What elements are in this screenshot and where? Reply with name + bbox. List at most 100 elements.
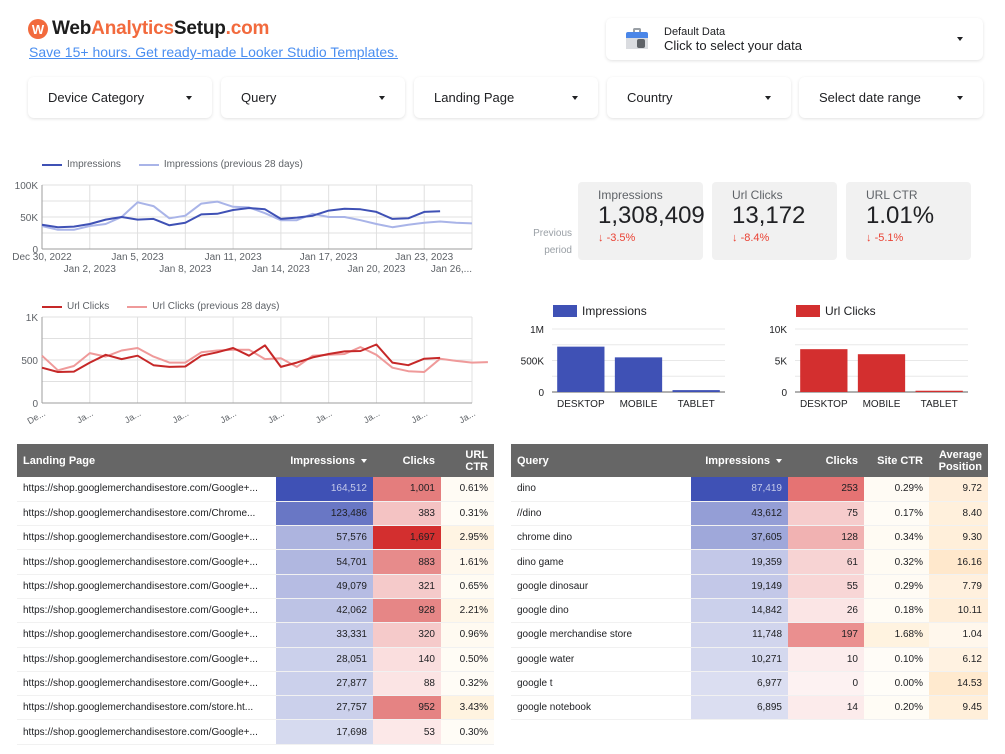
cell-landing-page: https://shop.googlemerchandisestore.com/… xyxy=(17,549,276,575)
table-row[interactable]: https://shop.googlemerchandisestore.com/… xyxy=(17,598,494,624)
table-row[interactable]: google t 6,977 0 0.00% 14.53 xyxy=(511,671,988,697)
cell-clicks: 320 xyxy=(373,622,441,648)
column-header-clicks[interactable]: Clicks xyxy=(788,444,864,477)
column-header-site-ctr[interactable]: Site CTR xyxy=(864,444,929,477)
table-row[interactable]: https://shop.googlemerchandisestore.com/… xyxy=(17,574,494,599)
legend-label: Impressions xyxy=(67,159,121,170)
x-tick-label: Ja... xyxy=(218,408,238,425)
table-row[interactable]: chrome dino 37,605 128 0.34% 9.30 xyxy=(511,525,988,551)
table-row[interactable]: https://shop.googlemerchandisestore.com/… xyxy=(17,549,494,575)
bar[interactable] xyxy=(672,390,720,392)
legend-item-url-clicks[interactable]: Url Clicks xyxy=(42,301,109,312)
table-row[interactable]: https://shop.googlemerchandisestore.com/… xyxy=(17,525,494,551)
cell-query: google dino xyxy=(511,598,691,624)
data-source-selector[interactable]: Default Data Click to select your data xyxy=(606,18,983,60)
delta-value: -5.1% xyxy=(874,232,904,244)
sort-desc-icon xyxy=(776,458,782,463)
series-line-current[interactable] xyxy=(41,207,441,229)
cell-query: google dinosaur xyxy=(511,574,691,599)
date-range-picker[interactable]: Select date range xyxy=(799,77,983,118)
table-row[interactable]: //dino 43,612 75 0.17% 8.40 xyxy=(511,501,988,527)
bar[interactable] xyxy=(614,357,663,392)
table-row[interactable]: google notebook 6,895 14 0.20% 9.45 xyxy=(511,695,988,721)
cell-landing-page: https://shop.googlemerchandisestore.com/… xyxy=(17,719,276,745)
series-line-previous[interactable] xyxy=(41,200,473,231)
filter-label: Country xyxy=(627,90,673,105)
scorecard-url-clicks[interactable]: Url Clicks 13,172 ↓ -8.4% xyxy=(712,182,837,260)
column-header-average-position[interactable]: Average Position xyxy=(929,444,988,477)
cell-impressions: 123,486 xyxy=(276,501,373,527)
column-header-impressions[interactable]: Impressions xyxy=(276,444,373,477)
cell-url-ctr: 2.21% xyxy=(441,598,494,624)
cell-impressions: 43,612 xyxy=(691,501,788,527)
cell-url-ctr: 0.30% xyxy=(441,719,494,745)
cell-impressions: 6,895 xyxy=(691,695,788,721)
table-row[interactable]: https://shop.googlemerchandisestore.com/… xyxy=(17,647,494,672)
cell-landing-page: https://shop.googlemerchandisestore.com/… xyxy=(17,647,276,672)
table-row[interactable]: https://shop.googlemerchandisestore.com/… xyxy=(17,477,494,502)
table-row[interactable]: https://shop.googlemerchandisestore.com/… xyxy=(17,622,494,648)
legend-item-impressions-prev[interactable]: Impressions (previous 28 days) xyxy=(138,159,303,170)
cell-average-position: 14.53 xyxy=(929,671,988,697)
cell-impressions: 19,149 xyxy=(691,574,788,599)
scorecard-impressions[interactable]: Impressions 1,308,409 ↓ -3.5% xyxy=(578,182,705,260)
legend-item-url-clicks-prev[interactable]: Url Clicks (previous 28 days) xyxy=(127,301,279,312)
table-row[interactable]: dino game 19,359 61 0.32% 16.16 xyxy=(511,549,988,575)
legend-item-impressions[interactable]: Impressions xyxy=(42,159,121,170)
chevron-down-icon xyxy=(957,37,963,41)
filter-label: Query xyxy=(241,90,277,105)
chevron-down-icon xyxy=(765,96,771,100)
cell-clicks: 952 xyxy=(373,695,441,721)
cell-query: google merchandise store xyxy=(511,622,691,648)
column-header-clicks[interactable]: Clicks xyxy=(373,444,441,477)
table-row[interactable]: https://shop.googlemerchandisestore.com/… xyxy=(17,501,494,527)
y-tick-label: 1K xyxy=(26,313,39,324)
x-tick-label: Jan 26,... xyxy=(431,264,472,275)
table-row[interactable]: google dinosaur 19,149 55 0.29% 7.79 xyxy=(511,574,988,599)
cell-landing-page: https://shop.googlemerchandisestore.com/… xyxy=(17,622,276,648)
filter-landing-page[interactable]: Landing Page xyxy=(414,77,598,118)
series-line-current[interactable] xyxy=(41,343,441,373)
header-label: URL xyxy=(465,448,488,461)
scorecard-label: URL CTR xyxy=(866,188,918,202)
filter-country[interactable]: Country xyxy=(607,77,791,118)
legend-swatch xyxy=(796,305,820,317)
column-header-impressions[interactable]: Impressions xyxy=(691,444,788,477)
y-tick-label: 1M xyxy=(530,325,544,336)
cell-impressions: 27,877 xyxy=(276,671,373,697)
table-row[interactable]: https://shop.googlemerchandisestore.com/… xyxy=(17,671,494,697)
scorecard-url-ctr[interactable]: URL CTR 1.01% ↓ -5.1% xyxy=(846,182,971,260)
column-header-query[interactable]: Query xyxy=(511,444,691,477)
x-tick-label: Jan 23, 2023 xyxy=(395,252,453,263)
bar[interactable] xyxy=(800,349,848,392)
cell-site-ctr: 0.20% xyxy=(864,695,929,721)
y-tick-label: 500K xyxy=(521,357,545,368)
templates-promo-link[interactable]: Save 15+ hours. Get ready-made Looker St… xyxy=(29,44,399,60)
cell-impressions: 28,051 xyxy=(276,647,373,672)
filter-query[interactable]: Query xyxy=(221,77,405,118)
bar[interactable] xyxy=(915,390,963,392)
clicks-device-bar-chart: 0 5K 10K DESKTOP MOBILE TABLET xyxy=(769,325,968,410)
bar[interactable] xyxy=(557,346,605,392)
table-row[interactable]: google dino 14,842 26 0.18% 10.11 xyxy=(511,598,988,624)
column-header-url-ctr[interactable]: URL CTR xyxy=(441,444,494,477)
table-row[interactable]: dino 87,419 253 0.29% 9.72 xyxy=(511,477,988,502)
filter-label: Select date range xyxy=(819,90,921,105)
comparison-label: Previous period xyxy=(526,225,572,259)
y-tick-label: 0 xyxy=(538,388,544,399)
column-header-landing-page[interactable]: Landing Page xyxy=(17,444,276,477)
landing-page-table: Landing Page Impressions Clicks URL CTR h… xyxy=(17,444,494,745)
table-row[interactable]: google water 10,271 10 0.10% 6.12 xyxy=(511,647,988,672)
filter-device-category[interactable]: Device Category xyxy=(28,77,212,118)
bar[interactable] xyxy=(857,354,906,392)
cell-url-ctr: 0.61% xyxy=(441,477,494,502)
table-row[interactable]: google merchandise store 11,748 197 1.68% 1.… xyxy=(511,622,988,648)
x-tick-label: Ja... xyxy=(362,408,382,425)
table-row[interactable]: https://shop.googlemerchandisestore.com/… xyxy=(17,719,494,745)
series-line-previous[interactable] xyxy=(41,346,488,373)
table-row[interactable]: https://shop.googlemerchandisestore.com/… xyxy=(17,695,494,721)
cell-landing-page: https://shop.googlemerchandisestore.com/… xyxy=(17,598,276,624)
cell-site-ctr: 0.17% xyxy=(864,501,929,527)
cell-clicks: 53 xyxy=(373,719,441,745)
x-tick-label: Jan 2, 2023 xyxy=(64,264,117,275)
